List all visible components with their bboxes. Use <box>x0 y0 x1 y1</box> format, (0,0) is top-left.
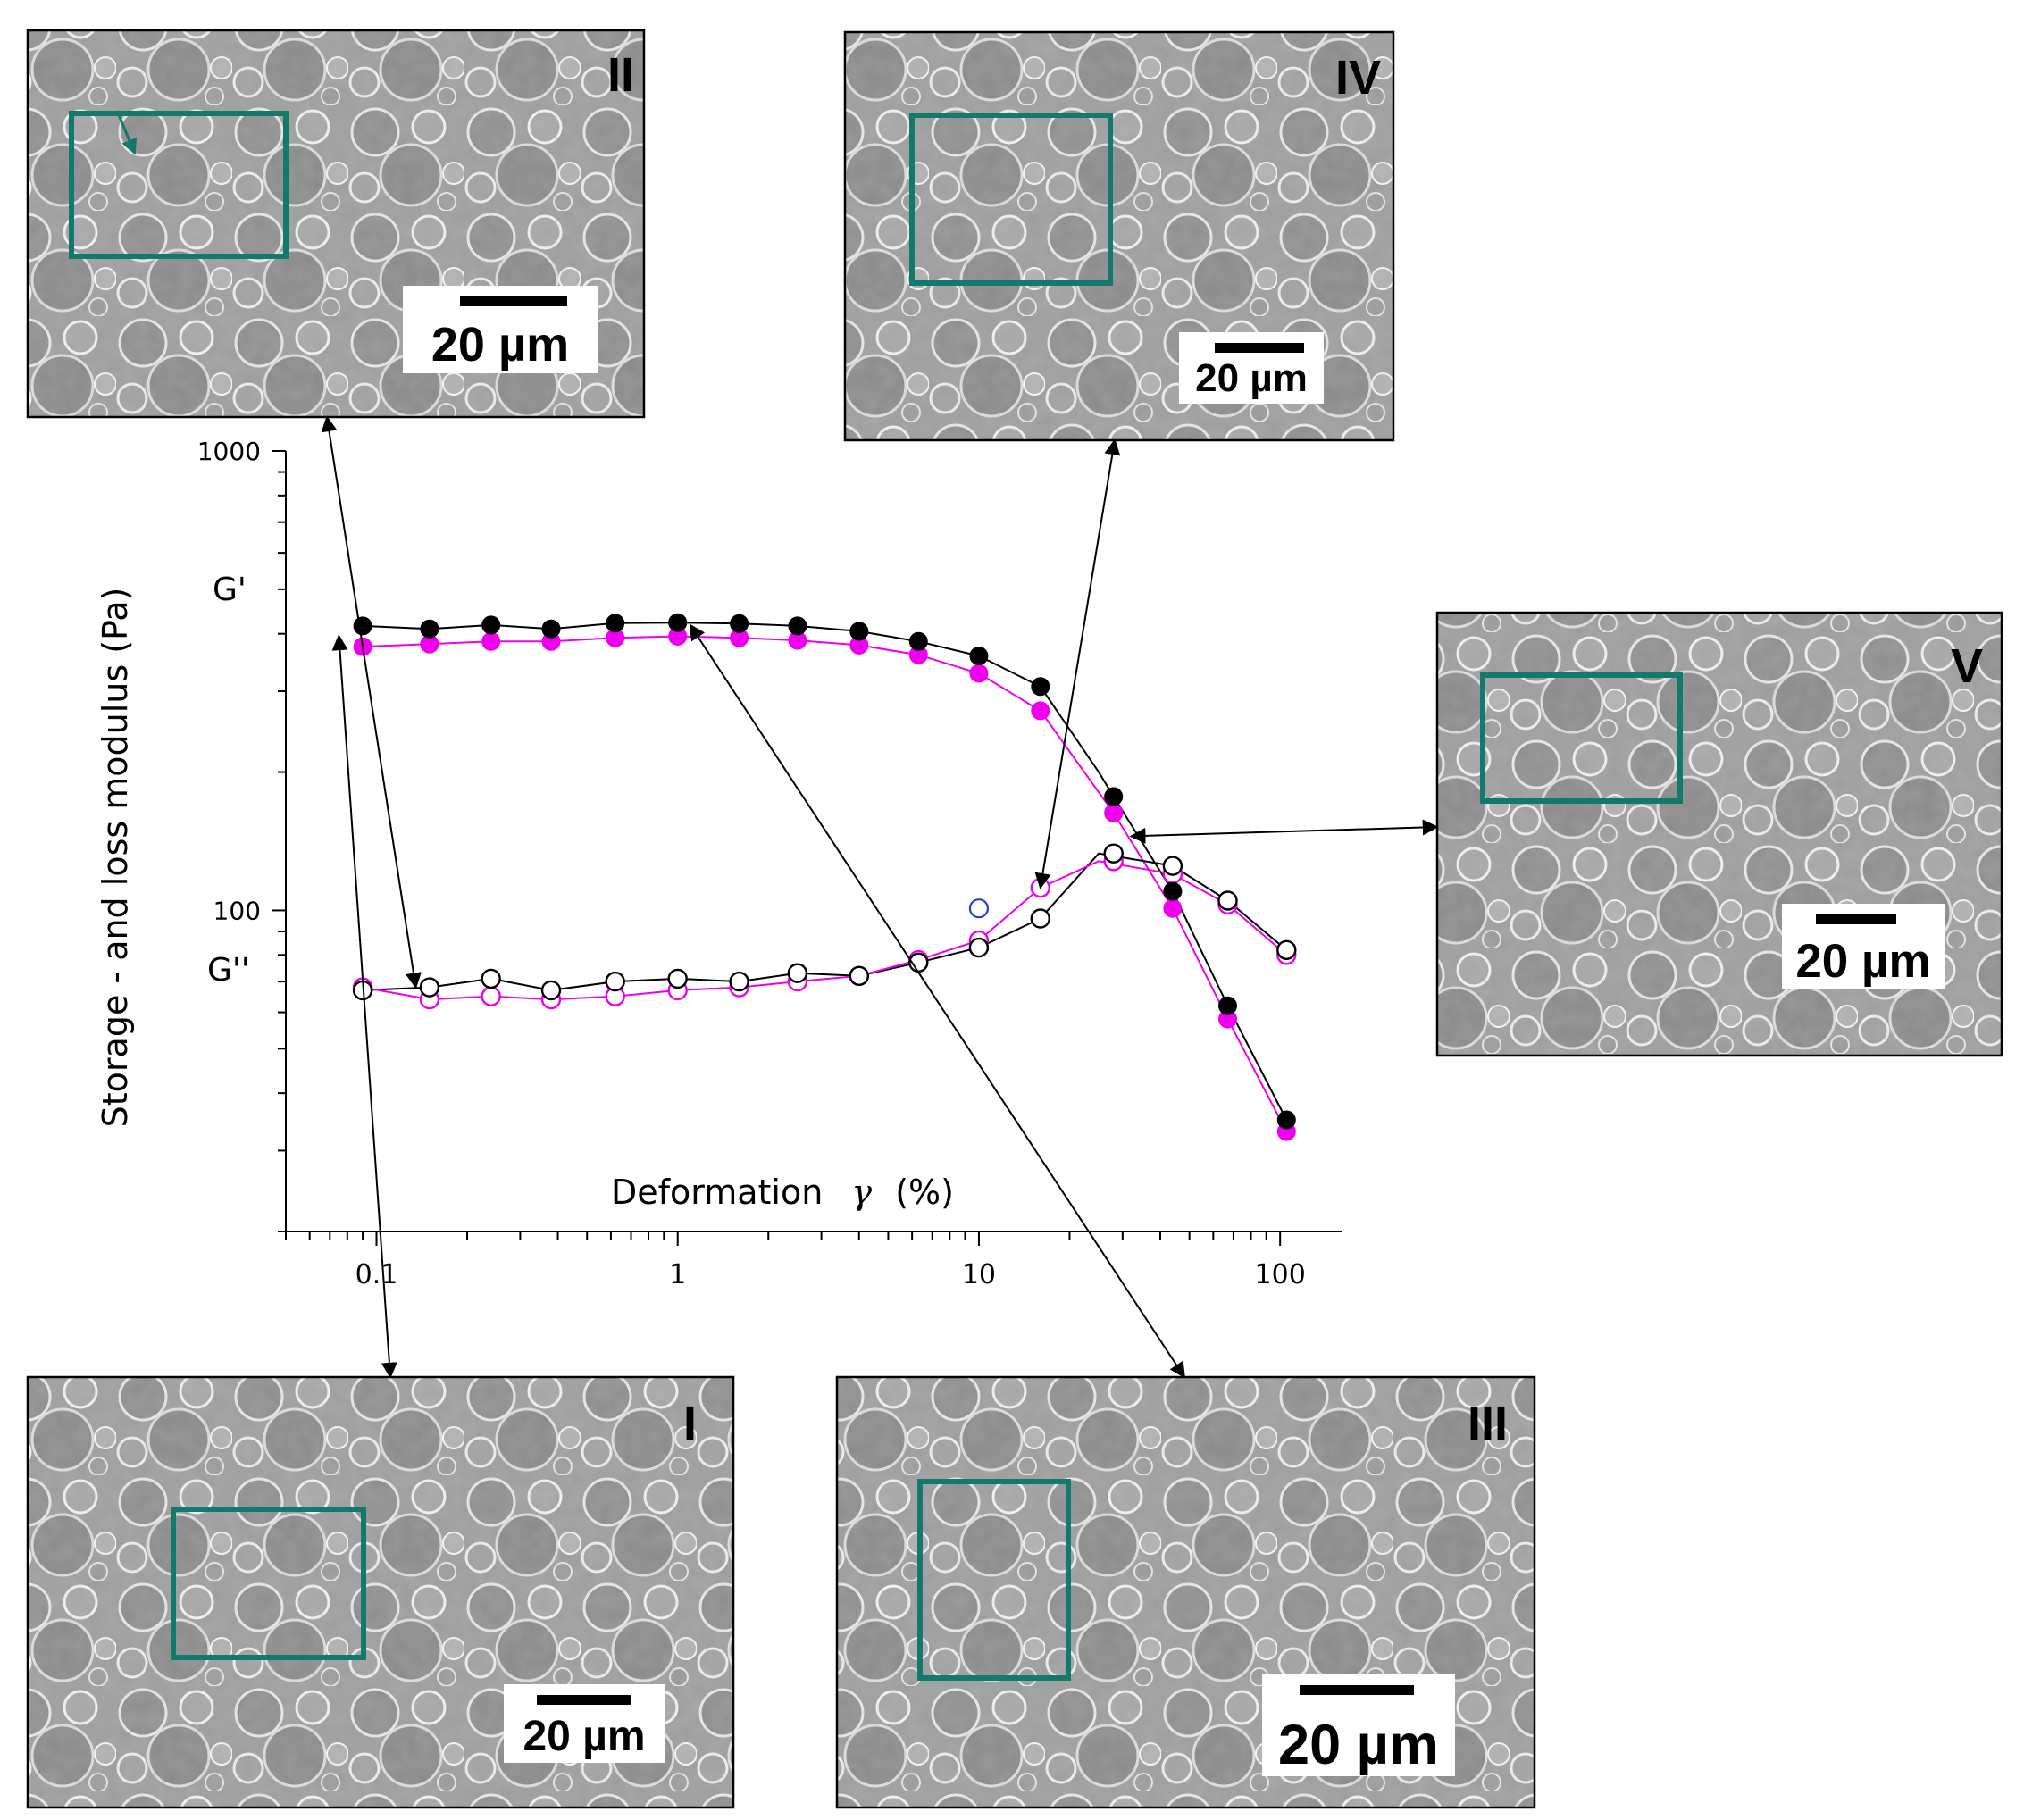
data-point-series-3 <box>1217 890 1238 911</box>
y-minor-ticks <box>272 450 286 1232</box>
data-point-series-1 <box>908 631 928 651</box>
scale-bar <box>1816 914 1896 924</box>
data-point-series-2 <box>481 631 501 651</box>
data-point-series-1 <box>1163 881 1183 901</box>
data-point-series-4 <box>481 986 501 1006</box>
x-axis-title-symbol: γ <box>851 1173 872 1212</box>
scale-bar-label: 20 µm <box>431 318 569 372</box>
data-point-series-1 <box>1276 1110 1296 1130</box>
x-minor-ticks <box>285 1231 1282 1246</box>
x-axis-title-word: Deformation <box>611 1173 823 1212</box>
connector-arrow-ii <box>321 415 422 989</box>
data-point-series-2 <box>969 664 989 683</box>
micrograph-panel-i: 20 µm I <box>26 1375 735 1809</box>
series-line-1 <box>363 622 1288 1121</box>
data-point-series-3 <box>605 971 625 992</box>
data-point-series-3 <box>540 980 562 1001</box>
scale-bar-label: 20 µm <box>1195 356 1308 400</box>
data-point-series-1 <box>730 614 749 633</box>
data-point-series-2 <box>1163 898 1183 918</box>
panel-label: III <box>1468 1397 1508 1450</box>
x-axis-title: Deformation γ (%) <box>611 1173 954 1212</box>
chart-axes <box>285 451 1342 1232</box>
curve-label-g-prime: G' <box>213 572 247 608</box>
y-tick-label: 1000 <box>197 437 261 466</box>
x-tick-label: 10 <box>962 1259 996 1290</box>
data-point-series-1 <box>1218 996 1237 1015</box>
series-line-4 <box>362 860 1287 1001</box>
data-point-series-3 <box>787 963 808 983</box>
scale-bar-label: 20 µm <box>1278 1714 1439 1776</box>
data-point-series-1 <box>420 619 439 639</box>
panel-label: IV <box>1335 51 1381 104</box>
region-of-interest-box <box>917 1479 1071 1681</box>
svg-text:Deformation γ (%): Deformation γ (%) <box>611 1173 954 1212</box>
data-point-series-2 <box>1104 803 1124 822</box>
curve-label-g-double-prime: G'' <box>207 952 250 989</box>
data-point-series-1 <box>353 616 372 636</box>
region-of-interest-box <box>69 111 289 259</box>
data-point-series-3 <box>667 968 688 989</box>
region-of-interest-box <box>1480 672 1683 804</box>
connector-arrows <box>321 415 1439 1379</box>
scale-bar <box>537 1695 631 1705</box>
micrograph-panel-ii: 20 µm II <box>26 29 646 419</box>
series-line-3 <box>363 852 1287 991</box>
series-line-2 <box>363 635 1288 1132</box>
panel-label: I <box>683 1397 697 1450</box>
connector-arrow-v <box>1129 819 1439 844</box>
data-point-series-1 <box>788 616 807 636</box>
data-point-series-1 <box>606 614 625 633</box>
data-point-series-1 <box>541 619 561 639</box>
data-point-series-3 <box>968 937 990 958</box>
x-tick-labels: 0.1 1 10 100 <box>355 1259 1306 1290</box>
data-point-series-1 <box>1104 787 1124 806</box>
connector-arrow-iii <box>689 623 1185 1379</box>
data-point-series-2 <box>1031 701 1050 721</box>
data-point-series-1 <box>1031 677 1050 697</box>
teal-pointer-arrow <box>115 110 138 155</box>
micrograph-panel-iii: 20 µm III <box>835 1375 1536 1809</box>
data-point-series-3 <box>1103 843 1124 864</box>
scale-bar-label: 20 µm <box>523 1713 645 1760</box>
data-point-series-3 <box>1030 908 1051 929</box>
y-tick-label: 100 <box>213 896 261 925</box>
connector-arrow-i <box>331 634 397 1379</box>
panel-label: II <box>607 48 634 102</box>
x-tick-label: 0.1 <box>355 1259 398 1290</box>
series-lines <box>362 622 1288 1132</box>
micrograph-panel-iv: 20 µm IV <box>843 30 1395 442</box>
region-of-interest-box <box>909 113 1113 286</box>
data-point-series-3 <box>849 965 869 987</box>
data-point-series-1 <box>481 615 501 635</box>
data-point-series-3 <box>729 971 749 992</box>
data-point-series-1 <box>668 613 688 632</box>
data-point-series-3 <box>481 968 501 989</box>
data-point-series-1 <box>969 647 989 665</box>
scale-bar <box>460 296 567 306</box>
data-point-series-1 <box>849 622 869 641</box>
micrograph-panels: 20 µm II 20 µm IV 20 µm V 20 µm I 20 µm III <box>26 29 2003 1809</box>
x-axis-title-unit: (%) <box>895 1173 954 1212</box>
region-of-interest-box <box>171 1507 366 1660</box>
x-tick-label: 100 <box>1255 1259 1306 1290</box>
y-axis-title: Storage - and loss modulus (Pa) <box>96 588 135 1128</box>
micrograph-panel-v: 20 µm V <box>1435 611 2003 1057</box>
panel-label: V <box>1951 639 1983 693</box>
scale-bar-label: 20 µm <box>1795 935 1930 988</box>
scale-bar <box>1215 343 1304 353</box>
data-point-series-3 <box>1276 939 1297 961</box>
scale-bar <box>1300 1685 1414 1695</box>
x-tick-label: 1 <box>669 1259 686 1290</box>
outlier-point <box>968 898 990 919</box>
connector-arrow-iv <box>1034 438 1121 889</box>
data-point-series-3 <box>419 977 440 998</box>
micrograph-frame <box>835 1375 1536 1809</box>
data-point-series-3 <box>1162 856 1183 876</box>
y-tick-labels: 100 1000 <box>197 437 261 925</box>
